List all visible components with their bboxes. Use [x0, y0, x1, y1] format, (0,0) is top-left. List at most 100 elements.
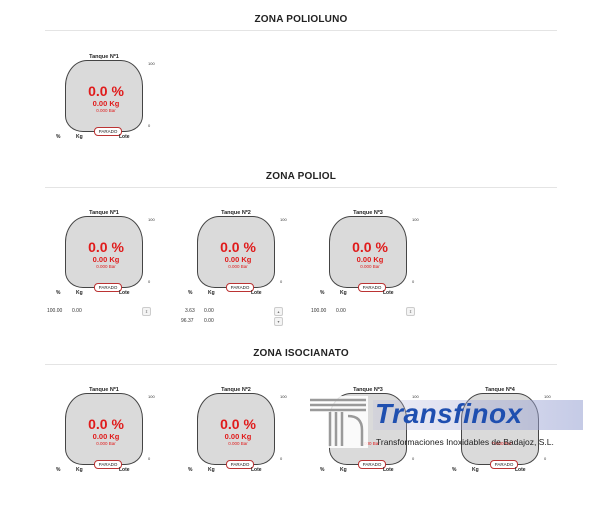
scale-min: 0: [412, 456, 415, 461]
level-percent: 0.0 %: [88, 416, 124, 432]
tank-label: Tanque Nº3: [353, 387, 383, 393]
row-percent: 3.63: [185, 308, 195, 314]
tank-label: Tanque Nº4: [485, 387, 515, 393]
scale-min: 0: [148, 456, 151, 461]
col-lote: Lote: [119, 467, 130, 473]
scale-min: 0: [280, 279, 283, 284]
logo-banner: [373, 400, 583, 430]
tank-label: Tanque Nº1: [89, 387, 119, 393]
scale-min: 0: [544, 456, 547, 461]
level-kg: 0.00 Kg: [224, 432, 252, 441]
tank-poliol-2[interactable]: Tanque Nº2 100 0.0 % 0.00 Kg 0.000 Bar P…: [181, 210, 296, 350]
scale-min: 0: [280, 456, 283, 461]
pressure-bar: 0.000 Bar: [228, 441, 248, 446]
col-kg: Kg: [208, 467, 215, 473]
pressure-bar: 0.000 Bar: [228, 264, 248, 269]
tank-poliol-3[interactable]: Tanque Nº3 100 0.0 % 0.00 Kg 0.000 Bar P…: [311, 210, 428, 350]
scale-min: 0: [412, 279, 415, 284]
col-percent: %: [188, 290, 193, 296]
tank-vessel: 0.0 % 0.00 Kg 0.000 Bar PARADO: [65, 393, 143, 469]
col-kg: Kg: [472, 467, 479, 473]
row-kg: 0.00: [204, 308, 214, 314]
level-kg: 0.00 Kg: [92, 432, 120, 441]
col-kg: Kg: [340, 290, 347, 296]
pressure-bar: 0.000 Bar: [492, 441, 512, 446]
status-badge: PARADO: [94, 127, 122, 136]
tank-vessel: 0.0 % 0.00 Kg 0.000 Bar PARADO: [197, 216, 275, 292]
col-lote: Lote: [119, 134, 130, 140]
level-percent: 0.0 %: [88, 239, 124, 255]
scale-max: 100: [544, 394, 551, 399]
tank-label: Tanque Nº2: [221, 210, 251, 216]
pressure-bar: 0.000 Bar: [96, 264, 116, 269]
col-lote: Lote: [251, 467, 262, 473]
row-spinner-down[interactable]: ▾: [274, 317, 283, 326]
pressure-bar: 0.000 Bar: [96, 441, 116, 446]
row-spinner-up[interactable]: ▴: [274, 307, 283, 316]
col-kg: Kg: [76, 467, 83, 473]
status-badge: PARADO: [226, 460, 254, 469]
col-lote: Lote: [515, 467, 526, 473]
status-badge: PARADO: [226, 283, 254, 292]
level-kg: 0.00 Kg: [92, 255, 120, 264]
logo-subtitle: Transformaciones Inoxidables de Badajoz,…: [376, 437, 554, 447]
row-kg: 0.00: [204, 318, 214, 324]
level-kg: 0.00 Kg: [356, 255, 384, 264]
tank-label: Tanque Nº1: [89, 210, 119, 216]
row-spinner[interactable]: ⇕: [142, 307, 151, 316]
row-percent: 100.00: [47, 308, 63, 314]
tank-polioluno-1[interactable]: Tanque Nº1 100 0.0 % 0.00 Kg 0.000 Bar P…: [56, 54, 164, 194]
tank-vessel: 0.0 % 0.00 Kg 0.000 Bar PARADO: [197, 393, 275, 469]
col-kg: Kg: [208, 290, 215, 296]
col-percent: %: [320, 467, 325, 473]
col-percent: %: [452, 467, 457, 473]
level-kg: 0.00 Kg: [224, 255, 252, 264]
pressure-bar: 0.000 Bar: [96, 108, 116, 113]
logo-emblem-icon: [308, 396, 368, 448]
row-percent: 100.00: [311, 308, 327, 314]
scale-max: 100: [412, 394, 419, 399]
zone-title-polioluno: ZONA POLIOLUNO: [45, 14, 557, 31]
tank-isocianato-1[interactable]: Tanque Nº1 100 0.0 % 0.00 Kg 0.000 Bar P…: [56, 387, 164, 527]
tank-vessel: 0.0 % 0.00 Kg 0.000 Bar PARADO: [329, 216, 407, 292]
status-badge: PARADO: [490, 460, 518, 469]
col-percent: %: [188, 467, 193, 473]
tank-label: Tanque Nº1: [89, 54, 119, 60]
col-lote: Lote: [251, 290, 262, 296]
row-spinner[interactable]: ⇕: [406, 307, 415, 316]
level-kg: 0.00 Kg: [92, 99, 120, 108]
col-percent: %: [56, 290, 61, 296]
col-kg: Kg: [340, 467, 347, 473]
col-percent: %: [56, 467, 61, 473]
row-kg: 0.00: [336, 308, 346, 314]
col-lote: Lote: [383, 467, 394, 473]
row-percent: 96.37: [181, 318, 194, 324]
level-percent: 0.0 %: [88, 83, 124, 99]
status-badge: PARADO: [358, 460, 386, 469]
tank-label: Tanque Nº3: [353, 210, 383, 216]
zone-title-isocianato: ZONA ISOCIANATO: [45, 348, 557, 365]
col-percent: %: [320, 290, 325, 296]
scale-min: 0: [148, 123, 151, 128]
status-badge: PARADO: [94, 460, 122, 469]
zone-title-poliol: ZONA POLIOL: [45, 171, 557, 188]
pressure-bar: 0.000 Bar: [360, 264, 380, 269]
tank-isocianato-2[interactable]: Tanque Nº2 100 0.0 % 0.00 Kg 0.000 Bar P…: [188, 387, 296, 527]
scale-max: 100: [148, 217, 155, 222]
pressure-bar: 0.000 Bar: [360, 441, 380, 446]
col-kg: Kg: [76, 134, 83, 140]
tank-label: Tanque Nº2: [221, 387, 251, 393]
scale-max: 100: [412, 217, 419, 222]
company-logo: Transfinox Transformaciones Inoxidables …: [308, 394, 594, 454]
row-kg: 0.00: [72, 308, 82, 314]
tank-vessel: 0.0 % 0.00 Kg 0.000 Bar PARADO: [65, 60, 143, 136]
logo-wordmark: Transfinox: [375, 398, 523, 429]
status-badge: PARADO: [94, 283, 122, 292]
level-percent: 0.0 %: [220, 416, 256, 432]
col-percent: %: [56, 134, 61, 140]
tank-poliol-1[interactable]: Tanque Nº1 100 0.0 % 0.00 Kg 0.000 Bar P…: [47, 210, 164, 350]
scale-max: 100: [280, 394, 287, 399]
col-lote: Lote: [119, 290, 130, 296]
status-badge: PARADO: [358, 283, 386, 292]
col-kg: Kg: [76, 290, 83, 296]
